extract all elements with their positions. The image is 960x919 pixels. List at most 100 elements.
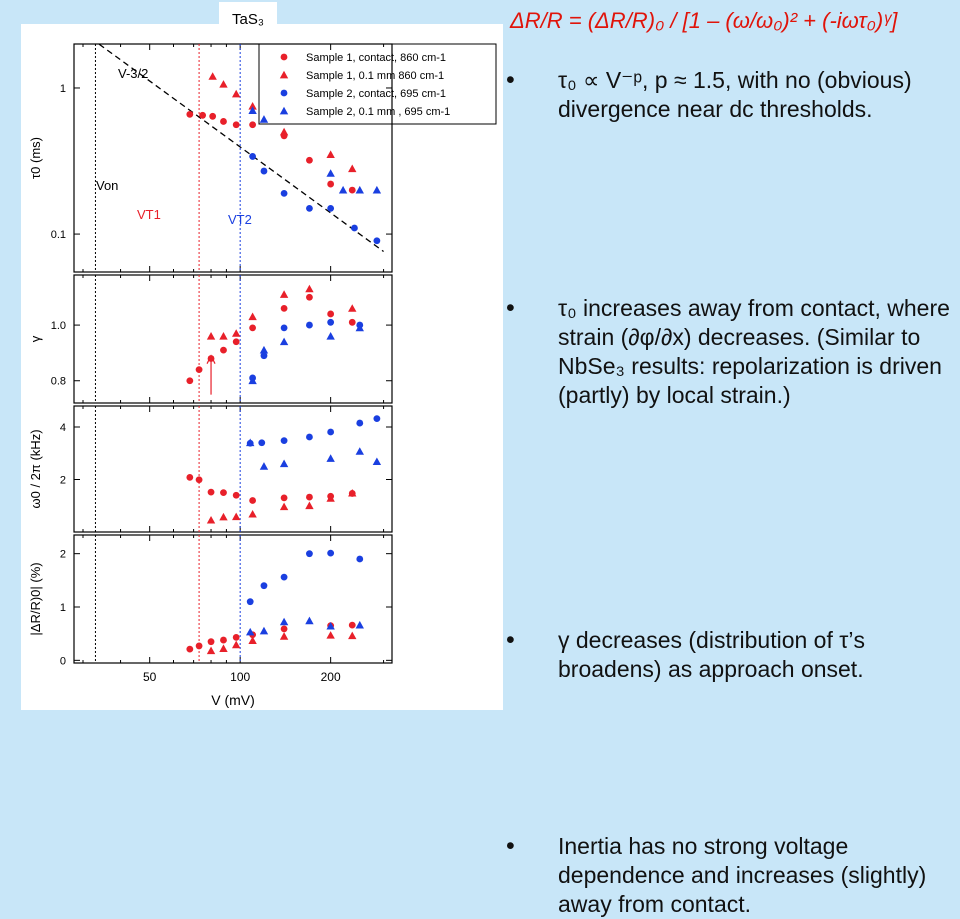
legend-entry-label: Sample 2, contact, 695 cm-1: [306, 88, 446, 100]
data-point-circle: [207, 488, 215, 496]
data-point-triangle: [372, 457, 382, 466]
data-point-circle: [249, 324, 257, 332]
data-point-triangle: [348, 304, 357, 312]
y-tick-label: 2: [60, 475, 66, 487]
data-point-triangle: [219, 512, 228, 521]
data-point-circle: [373, 415, 381, 422]
data-point-triangle: [219, 80, 228, 88]
figure-area: [21, 24, 503, 710]
data-point-triangle: [372, 185, 382, 194]
data-point-circle: [249, 121, 257, 129]
y-axis-label: τ0 (ms): [28, 137, 43, 179]
data-point-triangle: [259, 345, 269, 354]
data-point-circle: [348, 621, 356, 629]
data-point-circle: [260, 352, 268, 360]
data-point-triangle: [219, 644, 228, 652]
data-point-circle: [280, 494, 288, 502]
data-point-circle: [220, 118, 227, 125]
threshold-label: VT1: [137, 207, 161, 222]
data-point-circle: [207, 638, 215, 646]
data-point-triangle: [206, 515, 216, 524]
data-point-triangle: [279, 290, 289, 298]
legend-entry-label: Sample 2, 0.1 mm , 695 cm-1: [306, 106, 450, 118]
data-point-circle: [306, 433, 313, 441]
data-point-triangle: [231, 512, 241, 521]
data-point-circle: [186, 474, 194, 481]
y-tick-label: 1: [60, 602, 66, 614]
data-point-circle: [280, 89, 288, 97]
data-point-circle: [232, 491, 240, 499]
data-point-triangle: [248, 509, 257, 518]
data-point-circle: [258, 439, 266, 447]
x-tick-label: 50: [143, 670, 157, 684]
data-point-triangle: [231, 329, 241, 337]
data-point-triangle: [305, 501, 314, 510]
data-point-circle: [280, 324, 288, 332]
fit-line-label: V-3/2: [118, 66, 148, 81]
data-point-circle: [327, 428, 335, 436]
data-point-triangle: [326, 150, 335, 158]
data-point-triangle: [248, 106, 257, 114]
data-point-circle: [186, 110, 194, 118]
data-point-triangle: [248, 376, 257, 385]
data-point-circle: [280, 437, 288, 445]
data-point-triangle: [326, 631, 335, 639]
bullet-item: τ₀ ∝ V⁻ᵖ, p ≈ 1.5, with no (obvious) div…: [506, 66, 956, 124]
data-point-triangle: [279, 459, 289, 468]
data-point-triangle: [348, 164, 357, 173]
data-point-triangle: [246, 627, 255, 636]
data-point-circle: [373, 237, 381, 245]
data-point-circle: [306, 321, 313, 329]
data-point-triangle: [246, 438, 255, 447]
panel-frame: [73, 43, 393, 273]
data-point-circle: [186, 377, 194, 385]
data-point-triangle: [279, 127, 289, 136]
data-point-triangle: [348, 488, 357, 497]
data-point-triangle: [208, 72, 217, 80]
data-point-triangle: [279, 106, 289, 115]
bullet-list: τ₀ ∝ V⁻ᵖ, p ≈ 1.5, with no (obvious) div…: [506, 66, 956, 917]
data-point-circle: [249, 153, 257, 160]
data-point-triangle: [355, 620, 364, 629]
data-point-circle: [306, 550, 313, 558]
data-point-circle: [306, 156, 313, 164]
data-point-circle: [186, 645, 194, 653]
data-point-circle: [246, 598, 254, 606]
y-tick-label: 0: [60, 655, 66, 667]
data-point-circle: [327, 180, 335, 188]
data-point-triangle: [231, 640, 241, 649]
data-point-circle: [220, 636, 227, 644]
data-point-triangle: [355, 447, 364, 455]
data-point-circle: [232, 634, 240, 641]
data-point-circle: [327, 549, 335, 557]
data-point-triangle: [326, 494, 335, 502]
fit-line: [97, 44, 384, 253]
panel-frame: [73, 405, 393, 533]
x-tick-label: 100: [230, 670, 250, 684]
data-point-triangle: [279, 502, 289, 511]
data-point-triangle: [206, 646, 216, 655]
data-point-circle: [199, 111, 207, 119]
data-point-circle: [348, 318, 356, 326]
data-point-triangle: [248, 636, 257, 644]
y-tick-label: 0.1: [51, 229, 66, 241]
formula: ΔR/R = (ΔR/R)₀ / [1 – (ω/ω₀)² + (-iωτ₀)ᵞ…: [510, 8, 898, 33]
data-point-circle: [348, 186, 356, 194]
legend-entry-label: Sample 1, 0.1 mm 860 cm-1: [306, 70, 444, 82]
data-point-triangle: [326, 169, 335, 177]
bullet-item: τ₀ increases away from contact, where st…: [506, 294, 956, 410]
y-tick-label: 1.0: [51, 320, 66, 332]
data-point-triangle: [279, 70, 289, 79]
data-point-circle: [351, 224, 358, 232]
data-point-triangle: [248, 102, 257, 110]
y-tick-label: 2: [60, 549, 66, 561]
data-point-triangle: [231, 89, 241, 98]
data-point-circle: [356, 419, 364, 427]
data-point-circle: [306, 493, 313, 501]
data-point-triangle: [279, 632, 289, 640]
threshold-label: Von: [96, 178, 118, 193]
panel-frame: [73, 274, 393, 404]
y-tick-label: 0.8: [51, 376, 66, 388]
data-point-circle: [356, 555, 364, 563]
